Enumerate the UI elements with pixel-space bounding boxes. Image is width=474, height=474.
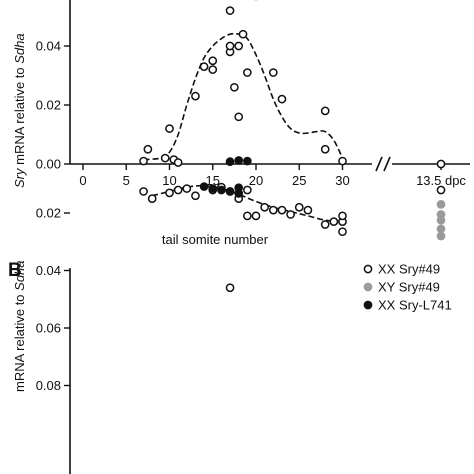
panel-b-point-open: [320, 220, 330, 229]
legend-marker-open: [363, 264, 373, 274]
panel-b-point-open: [294, 202, 304, 212]
panel-a-point-filled: [234, 156, 244, 165]
panel-a: Sry mRNA relative to Sdha 0.00 0.02 0.04 0 5…: [12, 0, 470, 247]
panel-b-point-open: [277, 205, 287, 215]
panel-b-point-open: [165, 188, 174, 198]
panel-a-point-open: [320, 106, 330, 116]
axis-break-mark: [375, 156, 383, 172]
panel-b-point-open: [139, 187, 148, 196]
panel-a-point-open: [173, 158, 183, 167]
panel-b-point-break: [436, 185, 446, 195]
panel-b-point-break: [436, 231, 446, 241]
panel-b-point-filled: [225, 187, 235, 196]
panel-a-points: [139, 0, 446, 169]
y-title-reference: Sdha: [12, 33, 27, 63]
panel-a-point-open: [338, 156, 347, 166]
y-title-reference: Sdha: [12, 260, 27, 290]
panel-b-point-filled: [199, 182, 209, 191]
panel-a-point-13-5-dpc: [436, 159, 446, 169]
x-tick-label-13-5-dpc: 13.5 dpc: [416, 173, 466, 188]
panel-a-point-open: [268, 68, 278, 77]
panel-b-fit-curve: [152, 184, 343, 223]
legend-label: XX Sry#49: [378, 262, 440, 277]
panel-b-legend: XX Sry#49 XY Sry#49 XX Sry-L741: [363, 262, 452, 313]
x-tick-label: 0: [79, 173, 86, 188]
legend-label: XY Sry#49: [378, 280, 440, 295]
panel-b-point-open: [147, 194, 157, 203]
panel-a-point-open: [225, 6, 235, 15]
panel-a-point-open: [277, 94, 287, 104]
panel-a-point-filled: [225, 157, 235, 166]
panel-b-point-open: [251, 211, 261, 221]
panel-b-point-open: [329, 217, 339, 226]
y-title-middle: mRNA relative to: [12, 64, 27, 169]
panel-a-point-open: [238, 29, 248, 39]
panel-a-point-open: [199, 62, 209, 72]
panel-a-y-axis-title: Sry mRNA relative to Sdha: [12, 33, 27, 188]
x-tick-label: 20: [249, 173, 263, 188]
legend-marker-gray: [363, 282, 373, 292]
panel-a-point-open: [160, 153, 170, 163]
y-tick-label: 0.06: [36, 321, 61, 336]
y-tick-label: 0.00: [36, 157, 61, 172]
panel-b-point-open: [268, 205, 278, 215]
panel-a-point-filled: [243, 156, 252, 166]
panel-b-point-open: [286, 210, 295, 219]
panel-b-point-break: [436, 200, 446, 209]
panel-b-point-open: [260, 202, 269, 212]
panel-a-point-open: [208, 56, 218, 66]
panel-b-axes: 0.02 0.04 0.06 0.08: [36, 206, 71, 474]
axis-break-mark: [383, 156, 391, 172]
x-tick-label: 15: [206, 173, 220, 188]
panel-b-point-open: [303, 205, 313, 215]
panel-b-point-open: [338, 227, 347, 237]
x-tick-label: 5: [123, 173, 130, 188]
panel-b-point-break: [436, 210, 446, 219]
panel-a-point-open: [225, 41, 235, 51]
x-tick-label: 10: [162, 173, 176, 188]
panel-b-point-open: [225, 283, 235, 293]
panel-b-point-open: [243, 185, 252, 195]
panel-a-point-open: [139, 156, 148, 166]
legend-label: XX Sry-L741: [378, 298, 452, 313]
y-title-gene: Sry: [12, 167, 27, 188]
y-tick-label: 0.04: [36, 263, 61, 278]
x-tick-label: 30: [335, 173, 349, 188]
legend-marker-filled: [363, 300, 373, 310]
panel-a-point-open: [320, 144, 330, 154]
panel-a-point-open: [234, 41, 244, 51]
panel-a-point-open: [243, 68, 252, 77]
x-tick-label: 25: [292, 173, 306, 188]
panel-b-point-open: [191, 191, 200, 201]
panel-b-points: [139, 182, 446, 293]
panel-b-letter: B: [8, 260, 22, 281]
y-tick-label: 0.02: [36, 98, 61, 113]
panel-a-fit-curve: [143, 32, 344, 161]
panel-b-point-open: [243, 211, 252, 221]
panel-a-point-open: [230, 82, 239, 92]
panel-a-point-open: [165, 124, 174, 133]
panel-a-axes: 0.00 0.02 0.04 0 5 10 15 20 25 30 13.5 dpc: [36, 0, 470, 188]
panel-b-point-filled: [208, 184, 218, 193]
panel-b-point-filled: [217, 185, 226, 195]
panel-b-point-break: [436, 224, 446, 234]
panel-b-point-filled: [234, 183, 244, 193]
panel-b-point-open: [338, 211, 347, 221]
panel-b-point-open: [173, 185, 183, 195]
panel-b-point-open: [182, 184, 192, 193]
y-title-middle: mRNA relative to: [12, 291, 27, 392]
y-tick-label: 0.02: [36, 206, 61, 221]
panel-a-x-axis-title: tail somite number: [162, 232, 269, 247]
panel-a-point-open: [191, 91, 200, 101]
panel-b: B mRNA relative to Sdha 0.02 0.04 0.06 0.08…: [8, 182, 452, 474]
y-tick-label: 0.08: [36, 378, 61, 393]
panel-a-point-open: [143, 144, 153, 154]
panel-b-y-axis-title: mRNA relative to Sdha: [12, 260, 27, 392]
panel-a-point-open: [234, 112, 244, 122]
y-tick-label: 0.04: [36, 39, 61, 54]
panel-a-point-open: [208, 65, 218, 74]
